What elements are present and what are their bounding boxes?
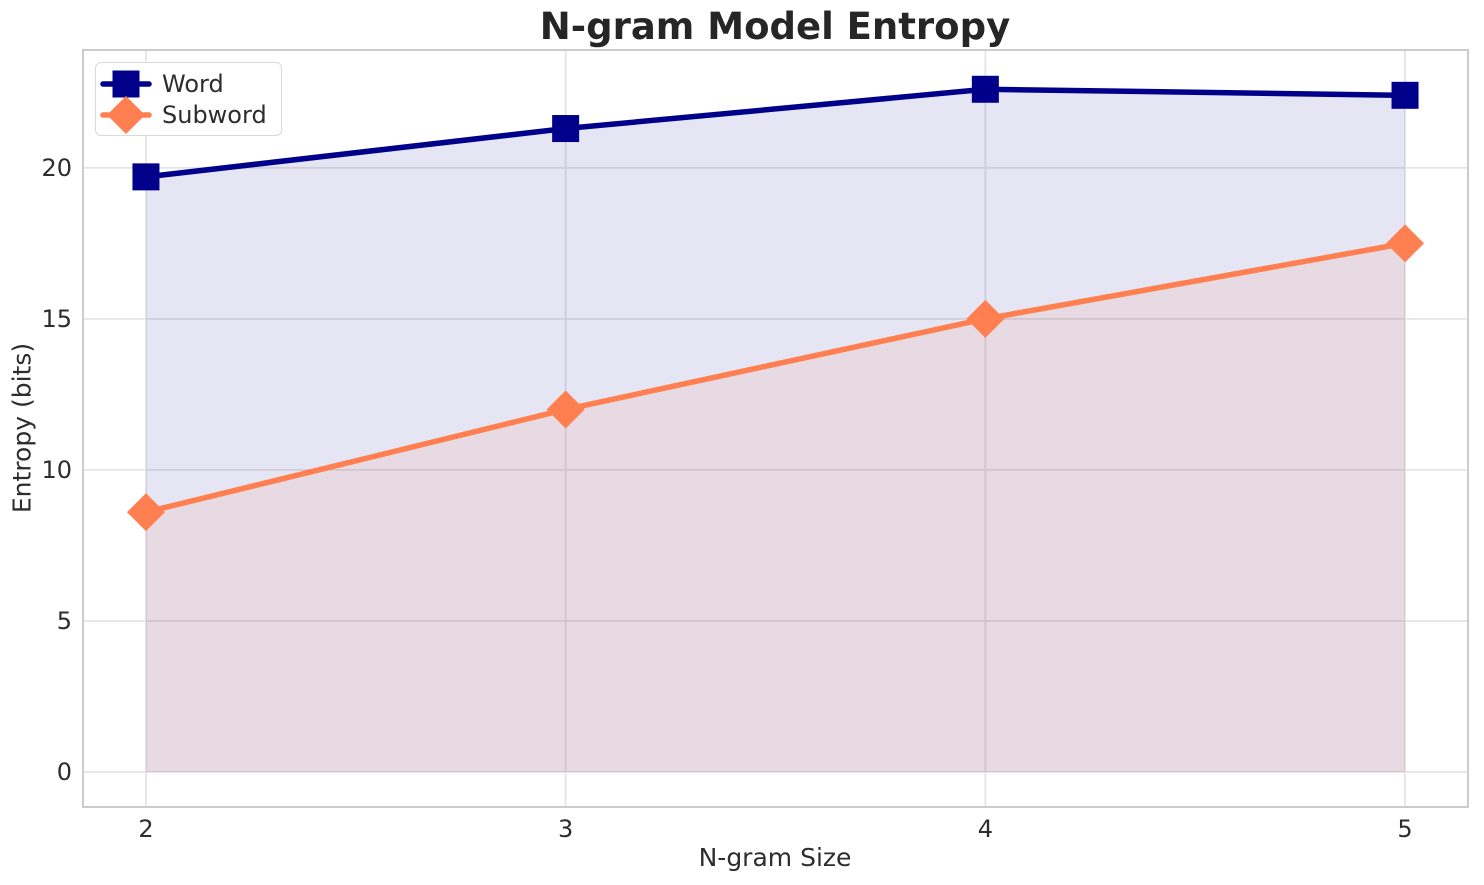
word-marker	[1391, 81, 1419, 109]
legend-item-subword: Subword	[100, 95, 267, 134]
word-marker	[971, 75, 999, 103]
subword-marker	[966, 299, 1005, 338]
x-tick-label-4: 4	[977, 815, 993, 843]
x-axis-label: N-gram Size	[698, 843, 852, 872]
subword-marker	[1386, 224, 1425, 263]
subword-fill	[145, 243, 1406, 772]
word-fill	[145, 89, 1406, 772]
x-tick-label-3: 3	[558, 815, 574, 843]
word-marker	[552, 115, 580, 143]
y-tick-label-10: 10	[41, 455, 72, 484]
y-tick-label-15: 15	[41, 304, 72, 333]
plot-border	[82, 49, 1469, 808]
y-tick-label-0: 0	[56, 757, 72, 786]
legend-item-word: Word	[100, 68, 267, 99]
y-tick-label-20: 20	[41, 153, 72, 182]
legend: Word Subword	[95, 62, 282, 136]
y-tick-label-5: 5	[56, 606, 72, 635]
y-axis-label: Entropy (bits)	[7, 342, 37, 514]
x-tick-label-5: 5	[1397, 815, 1413, 843]
x-tick-label-2: 2	[138, 815, 154, 843]
legend-label: Subword	[162, 100, 267, 129]
subword-marker	[546, 390, 585, 429]
word-marker	[132, 163, 160, 191]
chart-title: N-gram Model Entropy	[539, 5, 1011, 48]
word-legend-marker-icon	[100, 70, 152, 97]
legend-label: Word	[162, 69, 224, 98]
subword-marker	[126, 493, 165, 532]
word-line	[143, 86, 1408, 180]
subword-line	[143, 240, 1408, 515]
subword-legend-marker-icon	[100, 95, 152, 134]
